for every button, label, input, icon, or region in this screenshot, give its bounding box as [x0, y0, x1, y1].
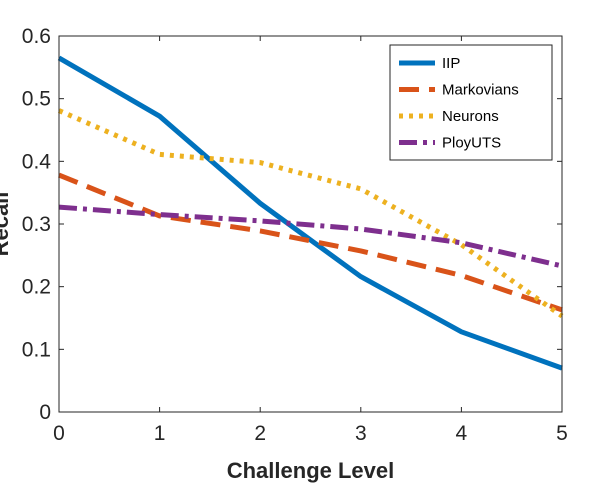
axis-tick-labels: 0 1 2 3 4 5 0 0.1 0.2 0.3 0.4 0.5 0.6	[22, 25, 568, 445]
series-line-markovians	[58, 172, 563, 313]
axis-ticks	[58, 35, 563, 413]
y-tick-label: 0.4	[22, 150, 52, 173]
legend-label-markovians: Markovians	[442, 82, 519, 99]
x-tick-label: 0	[53, 422, 65, 445]
x-axis-label: Challenge Level	[227, 458, 395, 483]
y-axis-label: Recall	[0, 192, 13, 257]
y-tick-label: 0.1	[22, 338, 51, 361]
series-line-ployuts	[58, 204, 563, 269]
y-tick-label: 0.3	[22, 213, 51, 236]
x-tick-label: 4	[456, 422, 468, 445]
series-line-iip	[57, 55, 563, 371]
legend-label-ployuts: PloyUTS	[442, 135, 501, 152]
x-tick-label: 3	[355, 422, 367, 445]
x-tick-label: 2	[254, 422, 266, 445]
x-tick-label: 1	[154, 422, 166, 445]
series-lines	[57, 55, 564, 371]
y-tick-label: 0.6	[22, 25, 51, 48]
legend-label-iip: IIP	[442, 55, 460, 72]
y-tick-label: 0.5	[22, 88, 51, 111]
y-tick-label: 0.2	[22, 276, 51, 299]
legend: IIP Markovians Neurons PloyUTS	[389, 44, 553, 161]
x-tick-label: 5	[556, 422, 568, 445]
y-tick-label: 0	[39, 401, 51, 424]
legend-label-neurons: Neurons	[442, 108, 499, 125]
series-line-neurons	[58, 108, 564, 319]
